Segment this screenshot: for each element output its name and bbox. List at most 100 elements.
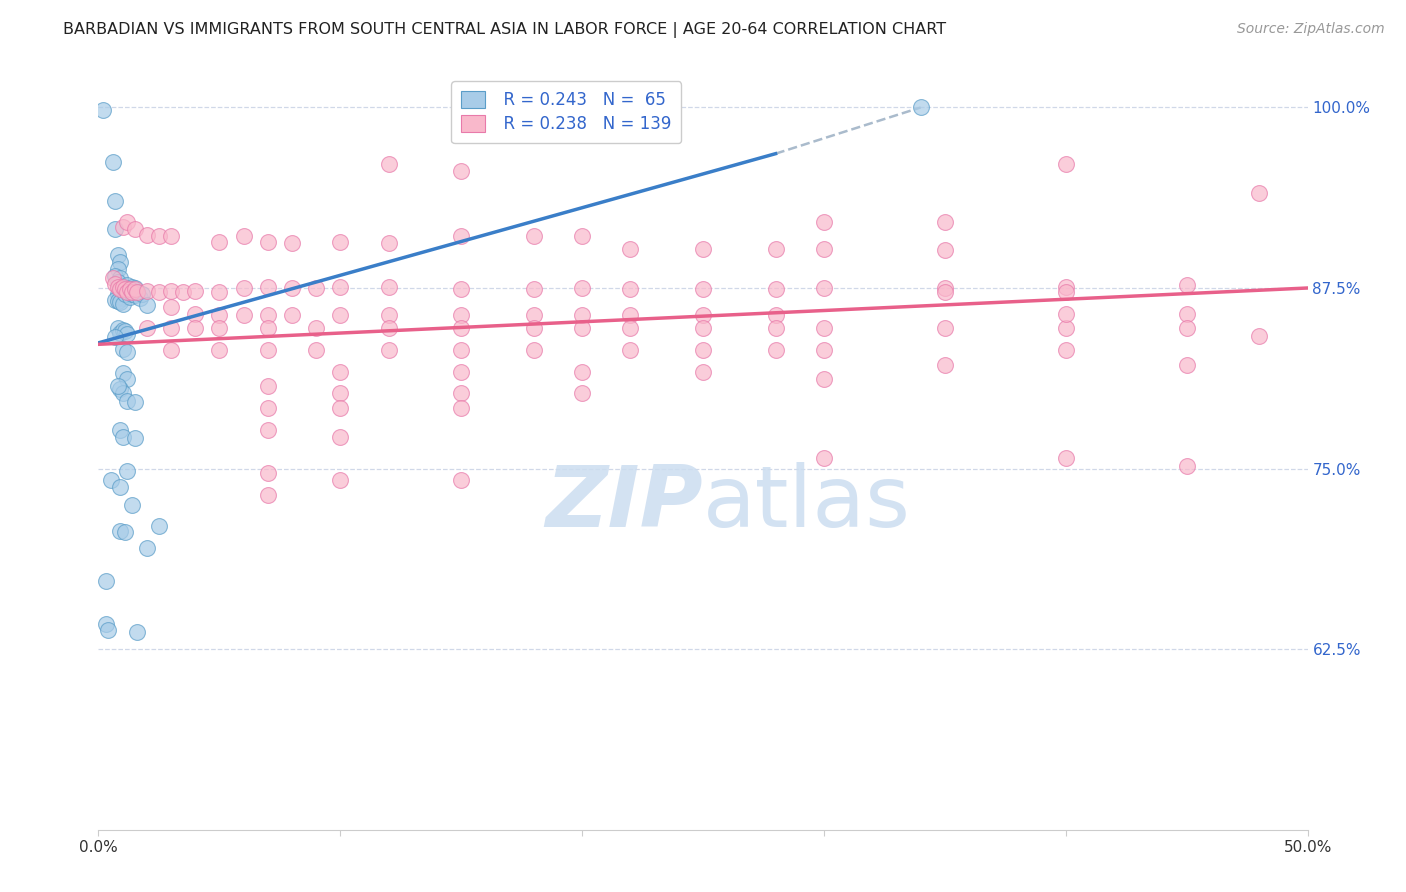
- Point: [281, 236, 304, 251]
- Point: [765, 242, 787, 256]
- Point: [377, 236, 399, 251]
- Point: [450, 321, 472, 335]
- Point: [1054, 451, 1077, 466]
- Point: [329, 401, 352, 415]
- Point: [135, 298, 157, 312]
- Point: [813, 372, 835, 386]
- Point: [450, 365, 472, 379]
- Point: [377, 309, 399, 323]
- Point: [208, 285, 231, 300]
- Point: [765, 309, 787, 323]
- Point: [104, 269, 127, 284]
- Point: [523, 309, 546, 323]
- Point: [124, 288, 146, 302]
- Point: [184, 321, 207, 335]
- Point: [127, 624, 149, 639]
- Point: [305, 321, 328, 335]
- Point: [813, 281, 835, 295]
- Point: [450, 282, 472, 296]
- Point: [281, 281, 304, 295]
- Point: [765, 321, 787, 335]
- Point: [114, 282, 136, 296]
- Point: [1054, 307, 1077, 321]
- Point: [124, 221, 146, 235]
- Point: [813, 242, 835, 256]
- Point: [256, 343, 278, 357]
- Point: [813, 214, 835, 228]
- Point: [104, 221, 127, 235]
- Point: [135, 541, 157, 555]
- Point: [329, 235, 352, 249]
- Point: [619, 242, 641, 256]
- Point: [329, 309, 352, 323]
- Point: [329, 279, 352, 293]
- Point: [127, 285, 149, 300]
- Point: [118, 282, 141, 296]
- Point: [111, 297, 134, 311]
- Point: [934, 244, 956, 258]
- Point: [160, 321, 183, 335]
- Point: [1054, 321, 1077, 335]
- Point: [97, 624, 120, 638]
- Point: [101, 155, 124, 169]
- Point: [1175, 278, 1198, 293]
- Point: [108, 524, 131, 538]
- Point: [135, 321, 157, 335]
- Point: [107, 321, 129, 335]
- Point: [619, 321, 641, 335]
- Point: [107, 293, 129, 308]
- Point: [232, 229, 254, 244]
- Point: [108, 326, 131, 340]
- Point: [692, 321, 714, 335]
- Point: [117, 285, 139, 300]
- Text: Source: ZipAtlas.com: Source: ZipAtlas.com: [1237, 22, 1385, 37]
- Point: [124, 281, 146, 295]
- Point: [450, 309, 472, 323]
- Point: [114, 281, 136, 295]
- Text: ZIP: ZIP: [546, 462, 703, 545]
- Point: [111, 279, 134, 293]
- Point: [118, 290, 141, 304]
- Point: [127, 285, 149, 300]
- Point: [104, 277, 127, 291]
- Point: [765, 282, 787, 296]
- Point: [111, 342, 134, 356]
- Point: [148, 519, 170, 533]
- Point: [232, 309, 254, 323]
- Point: [135, 284, 157, 298]
- Point: [107, 379, 129, 393]
- Point: [232, 281, 254, 295]
- Point: [124, 431, 146, 445]
- Point: [256, 487, 278, 501]
- Point: [934, 358, 956, 372]
- Point: [104, 194, 127, 209]
- Point: [104, 293, 127, 307]
- Point: [256, 379, 278, 393]
- Point: [108, 382, 131, 396]
- Point: [107, 286, 129, 301]
- Point: [94, 617, 117, 632]
- Point: [117, 464, 139, 478]
- Point: [571, 365, 593, 379]
- Point: [692, 282, 714, 296]
- Point: [305, 343, 328, 357]
- Point: [256, 235, 278, 249]
- Point: [1175, 458, 1198, 473]
- Point: [121, 498, 143, 512]
- Point: [208, 321, 231, 335]
- Point: [124, 282, 146, 296]
- Point: [329, 365, 352, 379]
- Point: [523, 282, 546, 296]
- Point: [281, 309, 304, 323]
- Point: [208, 309, 231, 323]
- Point: [523, 343, 546, 357]
- Point: [934, 281, 956, 295]
- Point: [111, 430, 134, 444]
- Point: [172, 285, 194, 300]
- Point: [108, 480, 131, 494]
- Point: [377, 279, 399, 293]
- Point: [114, 524, 136, 539]
- Point: [450, 229, 472, 244]
- Point: [377, 157, 399, 171]
- Point: [111, 220, 134, 235]
